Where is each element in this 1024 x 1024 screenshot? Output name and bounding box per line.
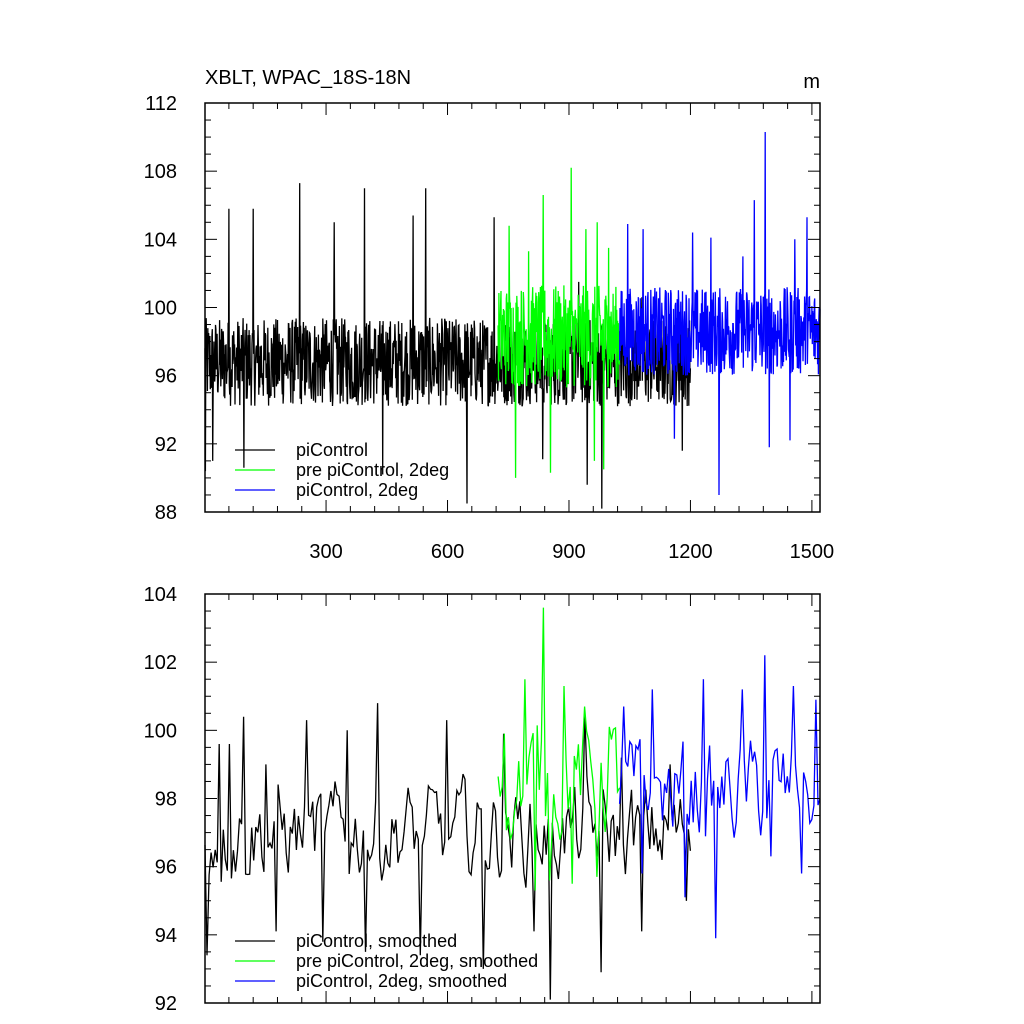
x-tick-label: 1200 bbox=[668, 541, 713, 563]
y-tick-label: 94 bbox=[155, 925, 177, 947]
y-tick-label: 92 bbox=[155, 993, 177, 1015]
y-tick-label: 112 bbox=[145, 93, 177, 115]
y-tick-label: 104 bbox=[144, 229, 177, 251]
chart-title: XBLT, WPAC_18S-18N bbox=[205, 67, 411, 89]
x-tick-label: 300 bbox=[309, 541, 342, 563]
y-tick-label: 98 bbox=[155, 789, 177, 811]
legend-label: piControl, 2deg, smoothed bbox=[296, 971, 507, 991]
y-tick-label: 108 bbox=[144, 161, 177, 183]
x-tick-label: 900 bbox=[552, 541, 585, 563]
x-tick-label: 600 bbox=[431, 541, 464, 563]
legend-label: pre piControl, 2deg, smoothed bbox=[296, 951, 538, 971]
series-line-1 bbox=[204, 183, 692, 509]
series-line-3 bbox=[618, 131, 821, 496]
y-tick-label: 96 bbox=[155, 366, 177, 388]
y-tick-label: 92 bbox=[155, 434, 177, 456]
legend-label: piControl bbox=[296, 440, 368, 460]
y-tick-label: 104 bbox=[144, 584, 177, 606]
series-line-2 bbox=[497, 607, 621, 891]
units-label: m bbox=[803, 71, 820, 93]
legend-label: piControl, 2deg bbox=[296, 480, 418, 500]
bottom-panel: 92 94 96 98 100 102 104 piControl, smoothedpre … bbox=[144, 584, 821, 1015]
y-tick-label: 102 bbox=[144, 652, 177, 674]
y-tick-label: 100 bbox=[144, 720, 177, 742]
y-tick-label: 100 bbox=[144, 298, 177, 320]
series-line-2 bbox=[497, 167, 621, 478]
series-line-1 bbox=[204, 703, 692, 1000]
y-tick-label: 88 bbox=[155, 502, 177, 524]
x-tick-label: 1500 bbox=[790, 541, 835, 563]
legend-label: pre piControl, 2deg bbox=[296, 460, 449, 480]
y-tick-label: 96 bbox=[155, 857, 177, 879]
series-line-3 bbox=[618, 655, 821, 939]
legend-label: piControl, smoothed bbox=[296, 931, 457, 951]
top-panel: XBLT, WPAC_18S-18N m 88 92 96 100 104 108 112 3… bbox=[144, 67, 835, 563]
